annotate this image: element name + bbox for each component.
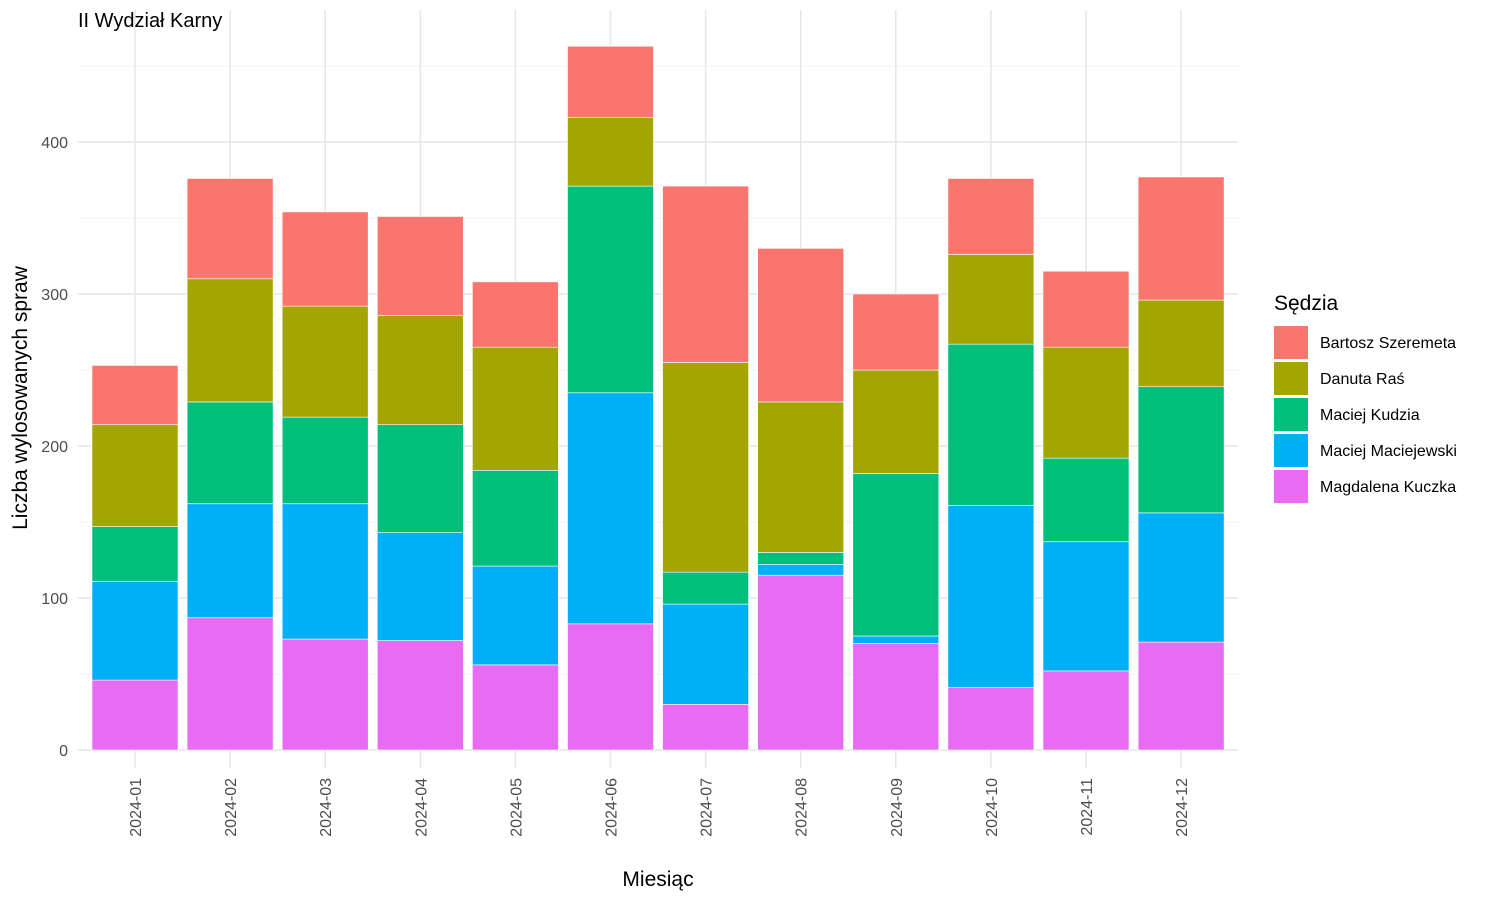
bar-segment	[376, 532, 464, 641]
legend-label: Bartosz Szeremeta	[1320, 335, 1456, 352]
bar-segment	[1137, 512, 1225, 643]
bar-segment	[281, 638, 369, 751]
x-tick-label: 2024-09	[889, 778, 906, 837]
x-tick-label: 2024-10	[984, 778, 1001, 837]
bar-segment	[757, 564, 845, 576]
bar-segment	[1042, 670, 1130, 751]
y-axis-ticks: 0 100 200 300 400	[41, 135, 68, 760]
bar-segment	[1042, 457, 1130, 543]
y-tick-label: 300	[41, 287, 68, 304]
bar-segment	[472, 346, 559, 471]
bar-segment	[472, 565, 559, 666]
bar-segment	[186, 617, 274, 751]
x-tick-label: 2024-02	[223, 778, 240, 837]
bar-segment	[91, 580, 179, 681]
bar-segment	[662, 704, 749, 751]
x-tick-label: 2024-08	[794, 778, 811, 837]
bar-segment	[91, 526, 179, 582]
bar-segment	[472, 470, 559, 567]
bar-segment	[281, 305, 369, 418]
bar-segment	[472, 664, 559, 751]
legend-title: Sędzia	[1274, 292, 1339, 315]
x-tick-label: 2024-04	[413, 778, 430, 837]
bar-segment	[1042, 346, 1130, 459]
bar-segment	[567, 392, 654, 625]
bar-segment	[662, 571, 749, 605]
bar-segment	[1042, 270, 1130, 348]
x-tick-label: 2024-03	[318, 778, 335, 837]
bar-segment	[186, 401, 274, 505]
x-tick-label: 2024-06	[604, 778, 621, 837]
bar-segment	[947, 178, 1035, 255]
bar-segment	[472, 281, 559, 348]
bar-segment	[186, 278, 274, 403]
bar-segment	[376, 640, 464, 751]
bar-segment	[186, 178, 274, 280]
x-tick-label: 2024-07	[699, 778, 716, 837]
y-tick-label: 100	[41, 591, 68, 608]
bar-segment	[852, 369, 940, 474]
bar-segment	[852, 473, 940, 637]
bar-segment	[567, 117, 654, 187]
legend-swatch	[1274, 434, 1308, 467]
bar-segment	[1137, 386, 1225, 514]
legend-label: Danuta Raś	[1320, 371, 1405, 388]
bar-segment	[1137, 641, 1225, 751]
y-tick-label: 0	[59, 743, 68, 760]
bar-segment	[662, 185, 749, 363]
bar-segment	[757, 401, 845, 553]
bar-segment	[852, 643, 940, 751]
bar-segment	[91, 365, 179, 426]
bar-segment	[281, 211, 369, 307]
x-tick-label: 2024-01	[128, 778, 145, 837]
bar-segment	[1137, 299, 1225, 388]
bar-segment	[91, 679, 179, 751]
bar-segment	[947, 504, 1035, 688]
bar-segment	[186, 503, 274, 619]
chart-title: II Wydział Karny	[78, 10, 222, 32]
bar-segment	[947, 687, 1035, 751]
legend-swatch	[1274, 398, 1308, 431]
bar-segment	[1042, 541, 1130, 672]
bar-segment	[852, 293, 940, 371]
bar-segment	[852, 635, 940, 644]
x-tick-label: 2024-11	[1079, 778, 1096, 836]
bar-segment	[376, 424, 464, 533]
bar-segment	[662, 362, 749, 573]
legend: Sędzia Bartosz Szeremeta Danuta Raś Maciej…	[1274, 292, 1457, 503]
bar-segment	[376, 314, 464, 426]
bar-segment	[376, 216, 464, 316]
x-tick-label: 2024-05	[508, 778, 525, 837]
bar-segment	[91, 424, 179, 527]
bar-segment	[662, 603, 749, 705]
x-axis-label: Miesiąc	[622, 868, 693, 891]
bar-segment	[947, 254, 1035, 345]
y-tick-label: 400	[41, 135, 68, 152]
bars	[91, 45, 1225, 751]
bar-segment	[567, 45, 654, 118]
bar-segment	[757, 552, 845, 565]
bar-segment	[757, 574, 845, 751]
bar-segment	[281, 416, 369, 505]
bar-segment	[567, 623, 654, 751]
x-tick-label: 2024-12	[1174, 778, 1191, 837]
bar-segment	[1137, 176, 1225, 301]
bar-segment	[567, 185, 654, 394]
bar-segment	[947, 343, 1035, 506]
legend-swatch	[1274, 326, 1308, 359]
legend-label: Maciej Kudzia	[1320, 407, 1420, 424]
bar-segment	[757, 248, 845, 403]
legend-swatch	[1274, 362, 1308, 395]
legend-label: Maciej Maciejewski	[1320, 443, 1457, 460]
x-axis-ticks: 2024-01 2024-02 2024-03 2024-04 2024-05 2024-…	[128, 778, 1191, 837]
y-tick-label: 200	[41, 439, 68, 456]
legend-swatch	[1274, 470, 1308, 503]
y-axis-label: Liczba wylosowanych spraw	[9, 265, 32, 530]
bar-segment	[281, 503, 369, 640]
legend-label: Magdalena Kuczka	[1320, 479, 1456, 496]
